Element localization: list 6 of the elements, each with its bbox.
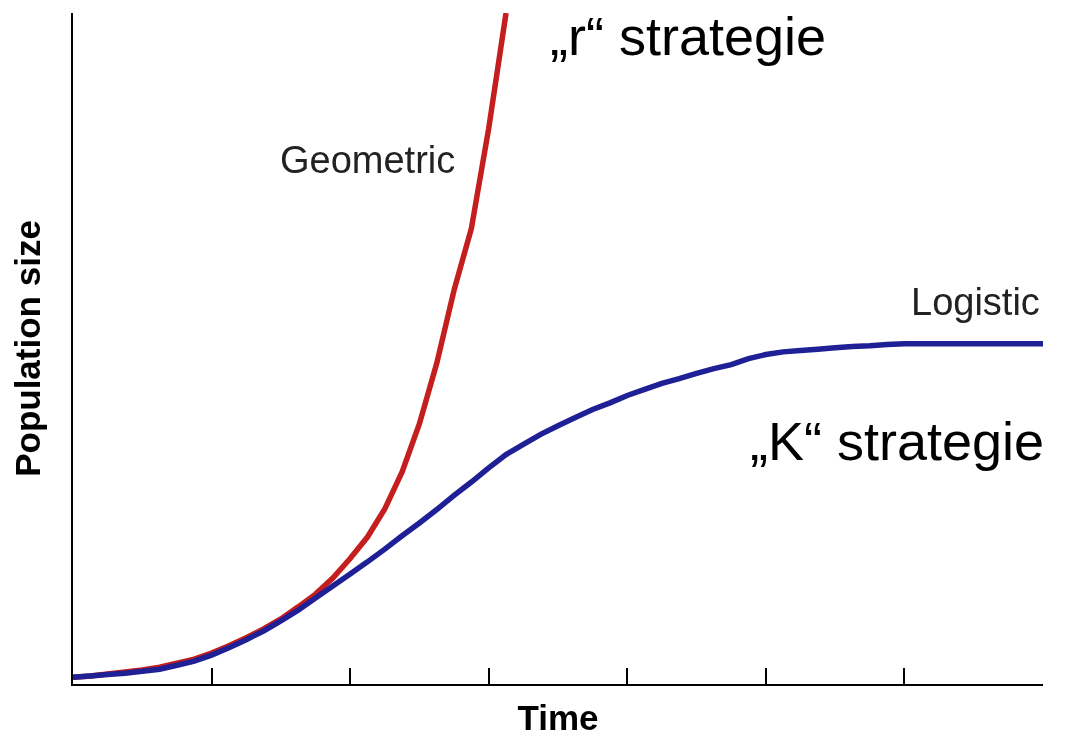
x-axis-title: Time — [517, 697, 599, 737]
series-label: Geometric — [280, 139, 456, 181]
series-label: Logistic — [911, 281, 1040, 323]
y-axis-title: Population size — [7, 220, 47, 477]
annotation: „r“ strategie — [550, 6, 827, 66]
annotation: „K“ strategie — [750, 411, 1045, 471]
